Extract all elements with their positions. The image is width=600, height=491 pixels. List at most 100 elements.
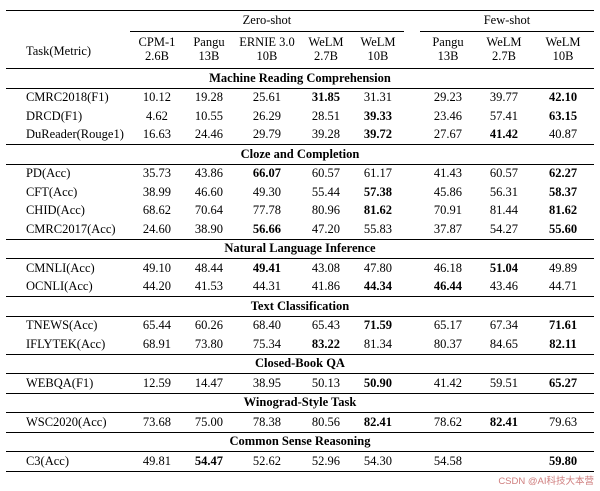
value-cell: 24.46 xyxy=(194,127,224,141)
value-cell: 54.47 xyxy=(194,453,224,468)
col-header-pangu-fs: Pangu 13B xyxy=(419,31,476,69)
model-size: 2.7B xyxy=(492,49,516,63)
model-size: 10B xyxy=(367,49,389,63)
value-cell: 77.78 xyxy=(252,203,282,217)
value-cell: 68.62 xyxy=(142,203,172,217)
value-cell: 71.59 xyxy=(363,318,393,332)
section-title: Cloze and Completion xyxy=(5,144,595,165)
value-cell: 10.55 xyxy=(194,108,224,123)
column-gap xyxy=(404,452,420,472)
value-cell: 41.43 xyxy=(433,166,463,180)
value-cell: 47.20 xyxy=(311,221,341,236)
value-cell: 31.31 xyxy=(363,90,393,104)
value-cell: 50.13 xyxy=(311,375,341,390)
value-cell: 49.41 xyxy=(252,260,282,275)
value-cell: 80.56 xyxy=(311,414,341,429)
value-cell: 54.58 xyxy=(433,453,463,468)
value-cell: 54.30 xyxy=(363,453,393,468)
table-row: OCNLI(Acc) 44.20 41.53 44.31 41.86 44.34 46.44… xyxy=(6,278,594,297)
value-cell: 51.04 xyxy=(489,260,519,275)
value-cell: 60.57 xyxy=(311,166,341,180)
value-cell: 83.22 xyxy=(311,336,341,351)
model-name: ERNIE 3.0 xyxy=(239,35,295,49)
task-metric-cell: CMNLI(Acc) xyxy=(25,260,95,275)
value-cell: 81.62 xyxy=(548,203,578,217)
value-cell: 49.81 xyxy=(142,453,172,468)
value-cell: 52.62 xyxy=(252,453,282,468)
few-shot-group-header: Few-shot xyxy=(419,10,595,32)
value-cell: 60.57 xyxy=(489,166,519,180)
value-cell: 55.60 xyxy=(548,221,578,236)
task-metric-cell: DuReader(Rouge1) xyxy=(25,127,124,141)
value-cell xyxy=(476,452,532,472)
value-cell: 61.17 xyxy=(363,166,393,180)
value-cell: 49.10 xyxy=(142,260,172,275)
value-cell: 78.62 xyxy=(433,414,463,429)
value-cell: 16.63 xyxy=(142,127,172,141)
value-cell: 81.34 xyxy=(363,336,393,351)
column-gap xyxy=(404,164,420,183)
value-cell: 37.87 xyxy=(433,221,463,236)
value-cell: 42.10 xyxy=(548,90,578,104)
table-row: WSC2020(Acc) 73.68 75.00 78.38 80.56 82.41 78.… xyxy=(6,413,594,433)
value-cell: 78.38 xyxy=(252,414,282,429)
value-cell: 65.44 xyxy=(142,318,172,332)
model-name: Pangu xyxy=(193,35,225,49)
csdn-watermark: CSDN @AI科技大本营 xyxy=(498,476,594,487)
value-cell: 23.46 xyxy=(433,108,463,123)
value-cell: 49.30 xyxy=(252,184,282,199)
task-metric-cell: IFLYTEK(Acc) xyxy=(25,336,106,351)
table-row: IFLYTEK(Acc) 68.91 73.80 75.34 83.22 81.34 80.… xyxy=(6,335,594,354)
value-cell: 82.41 xyxy=(363,414,393,429)
value-cell: 26.29 xyxy=(252,108,282,123)
table-row: PD(Acc) 35.73 43.86 66.07 60.57 61.17 41.43 60.… xyxy=(6,164,594,183)
value-cell: 14.47 xyxy=(194,375,224,390)
value-cell: 80.96 xyxy=(311,203,341,217)
model-name: WeLM xyxy=(486,35,522,49)
section-title: Winograd-Style Task xyxy=(5,392,595,413)
value-cell: 25.61 xyxy=(252,90,282,104)
model-size: 13B xyxy=(198,49,220,63)
task-metric-cell: WSC2020(Acc) xyxy=(25,414,107,429)
value-cell: 38.90 xyxy=(194,221,224,236)
table-row: CMNLI(Acc) 49.10 48.44 49.41 43.08 47.80 46.18… xyxy=(6,259,594,278)
column-gap xyxy=(404,126,420,145)
task-metric-cell: CMRC2018(F1) xyxy=(25,90,109,104)
col-header-welm27-zs: WeLM 2.7B xyxy=(299,31,352,69)
value-cell: 43.46 xyxy=(489,279,519,293)
table-row: WEBQA(F1) 12.59 14.47 38.95 50.13 50.90 41.42 5… xyxy=(6,374,594,394)
value-cell: 35.73 xyxy=(142,166,172,180)
model-name: Pangu xyxy=(432,35,464,49)
value-cell: 70.64 xyxy=(194,203,224,217)
value-cell: 46.60 xyxy=(194,184,224,199)
value-cell: 54.27 xyxy=(489,221,519,236)
col-header-welm10-zs: WeLM 10B xyxy=(351,31,404,69)
zero-shot-group-header: Zero-shot xyxy=(129,10,404,32)
value-cell: 62.27 xyxy=(548,166,578,180)
value-cell: 49.89 xyxy=(548,260,578,275)
value-cell: 65.27 xyxy=(548,375,578,390)
value-cell: 44.34 xyxy=(363,279,393,293)
value-cell: 10.12 xyxy=(142,90,172,104)
model-name: WeLM xyxy=(360,35,396,49)
value-cell: 82.41 xyxy=(489,414,519,429)
task-metric-cell: TNEWS(Acc) xyxy=(25,318,98,332)
model-size: 2.7B xyxy=(313,49,338,63)
value-cell: 24.60 xyxy=(142,221,172,236)
model-size: 10B xyxy=(552,49,574,63)
col-header-welm27-fs: WeLM 2.7B xyxy=(475,31,532,69)
value-cell: 45.86 xyxy=(433,184,463,199)
model-size: 2.6B xyxy=(144,49,169,63)
section-header-row: Common Sense Reasoning xyxy=(5,431,595,452)
value-cell: 57.38 xyxy=(363,184,393,199)
value-cell: 52.96 xyxy=(311,453,341,468)
table-row: CFT(Acc) 38.99 46.60 49.30 55.44 57.38 45.86 56… xyxy=(6,183,594,202)
task-metric-cell: CMRC2017(Acc) xyxy=(25,221,116,236)
table-row: CMRC2018(F1) 10.12 19.28 25.61 31.85 31.31 29.… xyxy=(6,88,594,107)
model-name: CPM-1 xyxy=(138,35,176,49)
column-gap xyxy=(404,183,420,202)
value-cell: 58.37 xyxy=(548,184,578,199)
value-cell: 66.07 xyxy=(252,166,282,180)
benchmark-results-table: Task(Metric) Zero-shot Few-shot CPM-1 2.… xyxy=(5,10,595,472)
table-row: DuReader(Rouge1) 16.63 24.46 29.79 39.28 39.7… xyxy=(6,126,594,145)
